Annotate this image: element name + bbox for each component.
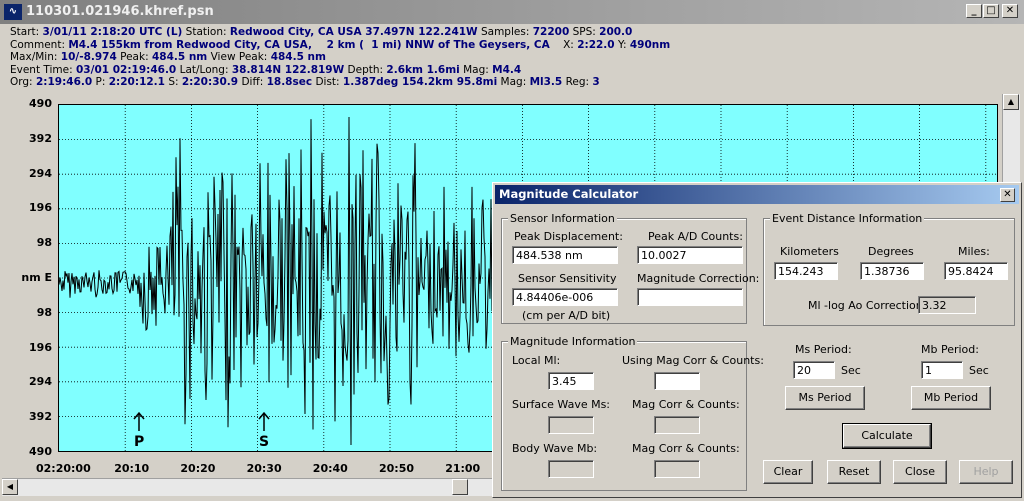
dialog-close-button[interactable]: ✕ — [1000, 188, 1015, 202]
close-button[interactable]: Close — [893, 460, 947, 484]
x-tick-label: 20:50 — [379, 462, 415, 475]
event-distance-group: Event Distance Information Kilometers 15… — [763, 212, 1015, 326]
x-tick-label: 20:30 — [246, 462, 282, 475]
x-tick-label: 20:10 — [114, 462, 150, 475]
help-button[interactable]: Help — [959, 460, 1013, 484]
header-row-origin: Org: 2:19:46.0 P: 2:20:12.1 S: 2:20:30.9… — [10, 76, 600, 88]
y-tick-label: 98 — [36, 305, 52, 319]
header-row-maxmin: Max/Min: 10/-8.974 Peak: 484.5 nm View P… — [10, 51, 326, 63]
close-window-button[interactable]: ✕ — [1002, 4, 1018, 18]
mb-period-field[interactable]: 1 — [921, 361, 963, 379]
y-tick-label: 294 — [29, 375, 52, 389]
reset-button[interactable]: Reset — [827, 460, 881, 484]
scroll-up-button[interactable]: ▲ — [1003, 94, 1019, 110]
y-tick-label: 392 — [29, 131, 52, 145]
y-tick-label: 490 — [29, 445, 52, 458]
dialog-title: Magnitude Calculator — [499, 187, 639, 201]
magnitude-information-group: Magnitude Information Local Ml: 3.45 Usi… — [501, 335, 764, 491]
seismic-trace — [59, 116, 499, 446]
x-tick-label: 02:20:00 — [36, 462, 91, 475]
ms-period-field[interactable]: 20 — [793, 361, 835, 379]
y-tick-label: 196 — [29, 201, 52, 215]
waveform-icon: ∿ — [4, 4, 22, 20]
kilometers-field[interactable]: 154.243 — [774, 262, 838, 280]
ms-mag-corr-field — [654, 416, 700, 434]
x-tick-label: 20:40 — [312, 462, 348, 475]
ml-correction-field: 3.32 — [918, 296, 976, 314]
sensor-information-group: Sensor Information Peak Displacement: 48… — [501, 212, 759, 324]
magnitude-calculator-dialog: Magnitude Calculator ✕ Sensor Informatio… — [492, 182, 1022, 498]
miles-field[interactable]: 95.8424 — [944, 262, 1008, 280]
degrees-field[interactable]: 1.38736 — [860, 262, 924, 280]
event-info-header: Start: 3/01/11 2:18:20 UTC (L) Station: … — [0, 24, 1024, 90]
using-mag-corr-field[interactable] — [654, 372, 700, 390]
scroll-left-button[interactable]: ◀ — [2, 479, 18, 495]
header-row-event: Event Time: 03/01 02:19:46.0 Lat/Long: 3… — [10, 63, 522, 76]
minimize-button[interactable]: _ — [966, 4, 982, 18]
header-row-comment: Comment: M4.4 155km from Redwood City, C… — [10, 38, 671, 51]
window-title: 110301.021946.khref.psn — [26, 4, 214, 19]
local-ml-field[interactable]: 3.45 — [548, 372, 594, 390]
ms-period-button[interactable]: Ms Period — [785, 386, 865, 410]
calculate-button[interactable]: Calculate — [842, 423, 932, 449]
peak-ad-counts-field[interactable]: 10.0027 — [637, 246, 743, 264]
magnitude-correction-field[interactable] — [637, 288, 743, 306]
y-tick-label: 98 — [36, 236, 52, 250]
mb-mag-corr-field — [654, 460, 700, 478]
x-tick-label: 21:00 — [445, 462, 481, 475]
surface-wave-ms-field — [548, 416, 594, 434]
y-tick-label: 294 — [29, 166, 52, 180]
peak-displacement-field[interactable]: 484.538 nm — [512, 246, 618, 264]
p-arrival-marker: P — [133, 411, 145, 450]
header-row-start: Start: 3/01/11 2:18:20 UTC (L) Station: … — [10, 26, 633, 38]
dialog-titlebar: Magnitude Calculator ✕ — [495, 185, 1019, 204]
sensor-sensitivity-field[interactable]: 4.84406e-006 — [512, 288, 618, 306]
s-arrival-marker: S — [258, 411, 270, 450]
y-tick-label: nm E — [21, 271, 52, 284]
maximize-button[interactable]: □ — [983, 4, 999, 18]
svg-text:P: P — [134, 434, 144, 450]
y-tick-label: 392 — [29, 410, 52, 424]
body-wave-mb-field — [548, 460, 594, 478]
x-tick-label: 20:20 — [180, 462, 216, 475]
horizontal-scroll-thumb[interactable] — [452, 479, 468, 495]
mb-period-button[interactable]: Mb Period — [911, 386, 991, 410]
svg-text:S: S — [259, 434, 269, 450]
clear-button[interactable]: Clear — [763, 460, 813, 484]
window-titlebar: ∿ 110301.021946.khref.psn _ □ ✕ — [0, 0, 1024, 24]
y-tick-label: 196 — [29, 340, 52, 354]
y-tick-label: 490 — [29, 97, 52, 110]
